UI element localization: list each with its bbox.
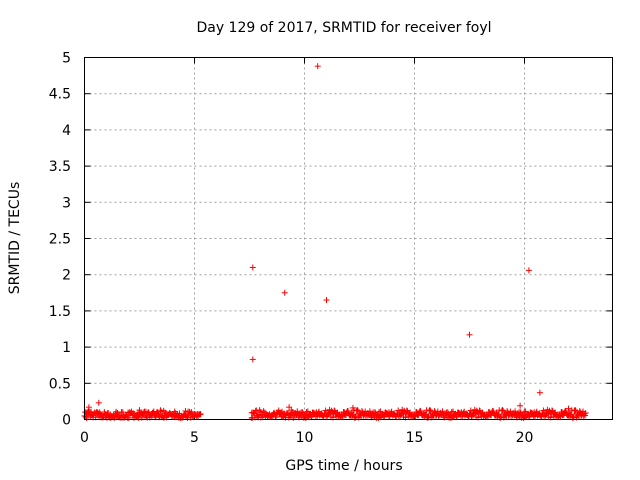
data-point — [248, 415, 255, 422]
data-point-band — [448, 409, 455, 416]
y-axis-label: SRMTID / TECUs — [7, 182, 23, 295]
data-point — [525, 267, 532, 274]
data-point — [249, 356, 256, 363]
data-point-band — [302, 415, 309, 422]
data-point-band — [465, 413, 472, 420]
y-tick-label: 4.5 — [49, 87, 71, 103]
data-point-band — [498, 413, 505, 420]
data-point-band — [354, 407, 361, 414]
data-point — [136, 407, 143, 414]
data-point-band — [538, 413, 545, 420]
data-point-band — [463, 410, 470, 417]
data-point-band — [157, 407, 164, 414]
data-point-band — [119, 409, 126, 416]
data-point-band — [113, 408, 120, 415]
y-tick-label: 0.5 — [49, 376, 71, 392]
y-tick-label: 1 — [62, 340, 71, 356]
data-point — [323, 297, 330, 304]
y-tick-label: 2.5 — [49, 232, 71, 248]
x-tick-label: 5 — [190, 430, 199, 446]
data-point-band — [395, 407, 402, 414]
data-point-band — [540, 407, 547, 414]
y-tick-label: 3.5 — [49, 159, 71, 175]
data-point-band — [331, 407, 338, 414]
tick-layer: 0 5 10 15 20 0 0.5 1 1.5 2 2.5 3 3.5 4 4.5 5 — [49, 51, 613, 446]
data-point-band — [148, 412, 155, 419]
data-point-band — [426, 407, 433, 414]
x-tick-label: 10 — [296, 430, 314, 446]
data-point-band — [572, 407, 579, 414]
data-point-band — [197, 410, 204, 417]
data-point-band — [320, 413, 327, 420]
data-point-band — [277, 409, 284, 416]
data-point-band — [476, 407, 483, 414]
data-point-band — [375, 415, 382, 422]
y-tick-label: 4 — [62, 123, 71, 139]
x-tick-label: 0 — [80, 430, 89, 446]
data-point-band — [570, 413, 577, 420]
data-point — [160, 407, 167, 414]
data-point — [171, 408, 178, 415]
y-tick-label: 0 — [62, 413, 71, 429]
chart-title: Day 129 of 2017, SRMTID for receiver foy… — [196, 20, 491, 36]
grid-layer — [84, 57, 613, 420]
data-point — [95, 399, 102, 406]
data-point-band — [180, 412, 187, 419]
data-point-band — [448, 415, 455, 422]
data-point — [314, 63, 321, 70]
data-point-band — [303, 409, 310, 416]
data-point-band — [82, 413, 89, 420]
data-point-band — [425, 413, 432, 420]
y-tick-label: 1.5 — [49, 304, 71, 320]
x-tick-label: 15 — [406, 430, 424, 446]
data-point-band — [88, 408, 95, 415]
data-point-band — [318, 410, 325, 417]
data-point — [85, 404, 92, 411]
y-tick-label: 3 — [62, 195, 71, 211]
data-point — [249, 264, 256, 271]
data-point-band — [158, 408, 165, 415]
data-point-band — [260, 408, 267, 415]
data-point — [466, 331, 473, 338]
data-point-band — [352, 413, 359, 420]
y-tick-label: 5 — [62, 51, 71, 67]
data-point — [565, 405, 572, 412]
y-tick-label: 2 — [62, 268, 71, 284]
data-point-band — [582, 409, 589, 416]
x-axis-label: GPS time / hours — [285, 458, 402, 474]
data-point-band — [549, 407, 555, 414]
data-point — [349, 404, 356, 411]
data-point-band — [521, 409, 528, 416]
data-point-band — [391, 410, 398, 417]
data-point — [517, 402, 524, 409]
data-point — [286, 404, 293, 411]
data-point-band — [143, 413, 150, 420]
data-point-band — [536, 410, 543, 417]
data-point-band — [467, 407, 474, 414]
data-point-band — [520, 415, 527, 422]
data-point-band — [403, 407, 410, 414]
point-layer — [81, 63, 589, 422]
data-point-band — [376, 409, 383, 416]
data-point-band — [499, 407, 506, 414]
data-point-band — [322, 407, 329, 414]
plot-frame — [84, 57, 613, 420]
data-point-band — [270, 410, 277, 417]
data-point-band — [393, 413, 400, 420]
data-point — [536, 389, 543, 396]
data-point-band — [182, 408, 189, 415]
x-tick-label: 20 — [516, 430, 534, 446]
data-point — [281, 289, 288, 296]
